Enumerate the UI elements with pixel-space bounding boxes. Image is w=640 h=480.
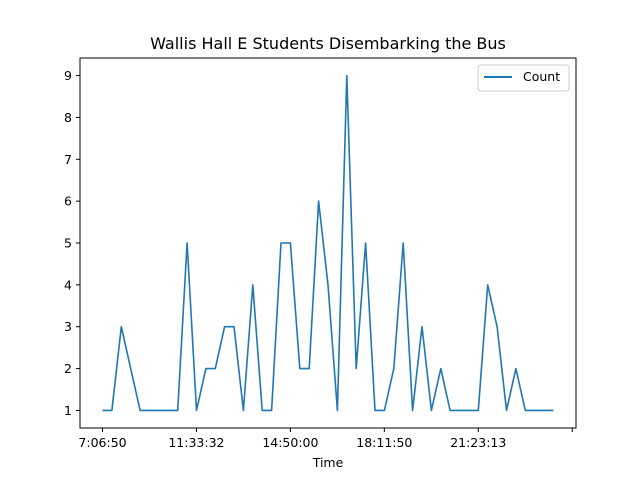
plot-frame: [79, 57, 577, 429]
series-line-count: [102, 74, 554, 412]
y-tick-label: 5: [64, 236, 72, 251]
x-tick-label: 7:06:50: [78, 435, 126, 450]
y-tick-label: 6: [64, 194, 72, 209]
axis-ticks: 1 2 3 4 5 6 7 8 9 7:06:50 11:33:32 14:50:00 18:11:50…: [64, 68, 573, 450]
legend-label: Count: [523, 69, 560, 84]
y-tick-label: 2: [64, 361, 72, 376]
plot-area: [80, 58, 576, 428]
legend-box: [477, 64, 570, 92]
x-tick-label: 21:23:13: [450, 435, 506, 450]
series-layer: [102, 74, 554, 412]
y-tick-label: 8: [64, 110, 72, 125]
x-tick-label: 14:50:00: [262, 435, 318, 450]
y-tick-label: 7: [64, 152, 72, 167]
y-tick-label: 9: [64, 68, 72, 83]
x-axis-label: Time: [312, 455, 344, 470]
x-tick-label: 11:33:32: [168, 435, 224, 450]
chart-title: Wallis Hall E Students Disembarking the …: [150, 34, 506, 53]
y-tick-label: 4: [64, 277, 72, 292]
legend: Count: [477, 64, 570, 92]
x-tick-label: 18:11:50: [356, 435, 412, 450]
y-tick-label: 3: [64, 319, 72, 334]
y-tick-label: 1: [64, 403, 72, 418]
